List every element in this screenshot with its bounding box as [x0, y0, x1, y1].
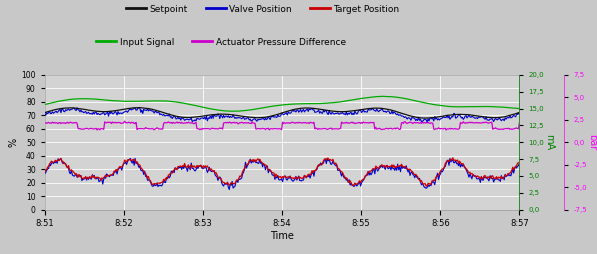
- Y-axis label: %: %: [8, 138, 19, 147]
- Legend: Input Signal, Actuator Pressure Difference: Input Signal, Actuator Pressure Differen…: [96, 38, 346, 46]
- Y-axis label: mA: mA: [544, 134, 554, 150]
- X-axis label: Time: Time: [270, 231, 294, 241]
- Y-axis label: bar: bar: [587, 134, 597, 150]
- Legend: Setpoint, Valve Position, Target Position: Setpoint, Valve Position, Target Positio…: [126, 5, 399, 13]
